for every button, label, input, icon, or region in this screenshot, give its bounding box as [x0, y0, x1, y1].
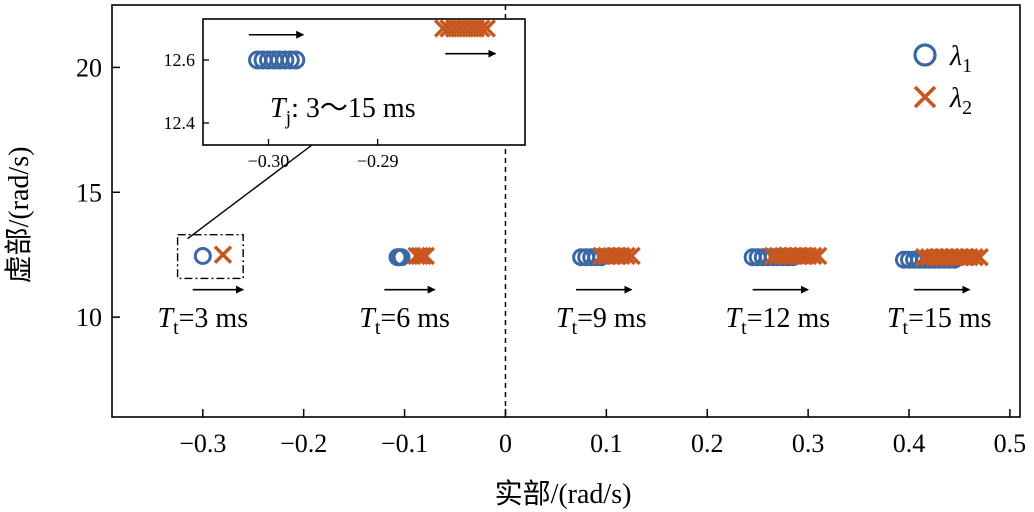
inset-data-point [280, 50, 300, 70]
time-label: Tt=3 ms [157, 303, 248, 339]
inset-y-tick-label: 12.4 [164, 113, 196, 133]
legend-marker [913, 43, 937, 67]
x-tick-label: 0.2 [691, 429, 724, 458]
annotations: Tt=3 ms Tt=6 ms Tt=9 ms Tt=12 ms Tt=15 ms [157, 144, 992, 339]
zoom-region-box [176, 234, 244, 280]
x-tick-label: 0.4 [893, 429, 926, 458]
data-marks [193, 245, 989, 269]
data-point [808, 246, 828, 266]
data-point [416, 246, 436, 266]
data-point [413, 246, 432, 266]
y-tick-label: 10 [76, 303, 102, 332]
inset-data-point [286, 50, 306, 70]
x-tick-label: 0 [499, 429, 512, 458]
inset-data-point [477, 19, 497, 38]
data-point [213, 245, 233, 264]
data-point [970, 247, 989, 267]
inset-x-tick-label: −0.30 [248, 151, 290, 171]
inset-y-tick-label: 12.6 [164, 50, 196, 70]
inset: −0.30 −0.29 12.4 12.6 Tj: 3～15 ms [164, 18, 526, 171]
data-point [193, 246, 212, 265]
data-point [803, 246, 823, 266]
legend-label: λ2 [949, 83, 972, 119]
data-point [410, 246, 429, 266]
y-tick-label: 15 [76, 178, 102, 207]
data-point [965, 247, 984, 267]
inset-data-point [472, 19, 491, 38]
legend-marker [913, 85, 937, 109]
x-axis-title: 实部/(rad/s) [495, 478, 632, 510]
data-point [392, 248, 411, 267]
legend-label: λ1 [949, 41, 972, 77]
x-tick-label: −0.1 [381, 429, 428, 458]
time-label: Tt=15 ms [887, 303, 992, 339]
y-axis-title: 虚部/(rad/s) [3, 147, 35, 284]
x-tick-label: 0.5 [994, 429, 1027, 458]
data-point [617, 246, 636, 266]
data-point [622, 246, 641, 266]
x-tick-label: 0.1 [590, 429, 623, 458]
x-tick-label: −0.2 [280, 429, 327, 458]
inset-frame [202, 18, 526, 146]
time-label: Tt=9 ms [556, 303, 647, 339]
inset-label: Tj: 3～15 ms [270, 93, 416, 129]
y-tick-label: 20 [76, 53, 102, 82]
inset-data-point [275, 50, 295, 70]
axes: −0.3 −0.2 −0.1 0 0.1 0.2 0.3 0.4 0.5 10 15 20 [76, 4, 1027, 458]
x-tick-label: −0.3 [179, 429, 226, 458]
time-label: Tt=6 ms [359, 303, 450, 339]
plot-frame [111, 4, 1021, 418]
time-label: Tt=12 ms [726, 303, 831, 339]
inset-x-tick-label: −0.29 [357, 151, 399, 171]
x-tick-label: 0.3 [792, 429, 825, 458]
zoom-connector-line [187, 144, 313, 240]
